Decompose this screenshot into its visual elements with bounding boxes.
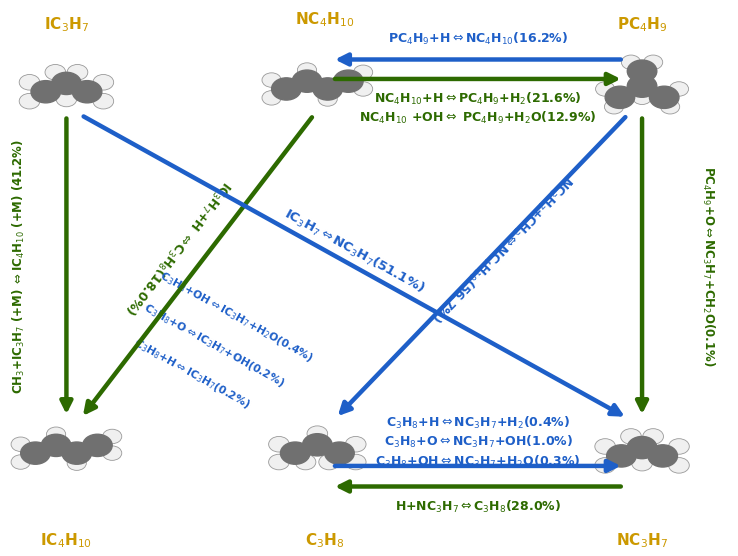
Text: IC$_3$H$_7$: IC$_3$H$_7$ — [44, 16, 89, 34]
Text: NC$_4$H$_{10}$: NC$_4$H$_{10}$ — [295, 10, 354, 29]
Circle shape — [354, 82, 373, 96]
Text: C$_3$H$_8$+H$\Leftrightarrow$IC$_3$H$_7$(0.2%): C$_3$H$_8$+H$\Leftrightarrow$IC$_3$H$_7$… — [131, 336, 252, 411]
Circle shape — [318, 92, 337, 106]
Circle shape — [319, 454, 339, 470]
Circle shape — [354, 65, 373, 80]
Circle shape — [262, 91, 281, 105]
Circle shape — [11, 437, 30, 451]
Text: NC$_3$H$_7$: NC$_3$H$_7$ — [616, 531, 668, 550]
Circle shape — [345, 436, 366, 452]
Circle shape — [605, 86, 635, 108]
Text: C$_3$H$_8$: C$_3$H$_8$ — [305, 531, 345, 550]
Circle shape — [627, 436, 657, 459]
Circle shape — [621, 429, 641, 444]
Circle shape — [334, 70, 363, 92]
Circle shape — [67, 456, 86, 470]
Circle shape — [621, 55, 641, 70]
Circle shape — [269, 454, 289, 470]
Circle shape — [11, 455, 30, 469]
Circle shape — [604, 100, 624, 114]
Circle shape — [103, 446, 122, 460]
Circle shape — [303, 434, 332, 456]
Circle shape — [596, 82, 615, 96]
Text: PC$_4$H$_9$+H$\Leftrightarrow$NC$_4$H$_{10}$(16.2%): PC$_4$H$_9$+H$\Leftrightarrow$NC$_4$H$_{… — [388, 31, 568, 47]
Circle shape — [41, 434, 71, 456]
Circle shape — [325, 442, 354, 464]
Text: CH$_3$+IC$_3$H$_7$ (+M) $\Leftrightarrow$IC$_4$H$_{10}$ (+M) (41.2%): CH$_3$+IC$_3$H$_7$ (+M) $\Leftrightarrow… — [11, 140, 27, 394]
Circle shape — [67, 64, 88, 80]
Circle shape — [272, 78, 301, 100]
Circle shape — [19, 93, 40, 109]
Circle shape — [269, 436, 289, 452]
Circle shape — [643, 429, 663, 444]
Circle shape — [313, 78, 342, 100]
Circle shape — [93, 75, 114, 90]
Circle shape — [31, 81, 61, 103]
Circle shape — [72, 81, 102, 103]
Circle shape — [644, 55, 663, 70]
Circle shape — [649, 86, 679, 108]
Text: PC$_4$H$_9$: PC$_4$H$_9$ — [617, 16, 667, 34]
Circle shape — [93, 93, 114, 109]
Circle shape — [627, 75, 657, 97]
Text: C$_3$H$_8$+O$\Leftrightarrow$IC$_3$H$_7$+OH(0.2%): C$_3$H$_8$+O$\Leftrightarrow$IC$_3$H$_7$… — [141, 301, 287, 390]
Circle shape — [595, 458, 615, 473]
Text: PC$_4$H$_9$+O$\Leftrightarrow$NC$_3$H$_7$+CH$_2$O(0.1%): PC$_4$H$_9$+O$\Leftrightarrow$NC$_3$H$_7… — [700, 166, 717, 368]
Circle shape — [19, 75, 40, 90]
Circle shape — [345, 454, 366, 470]
Circle shape — [21, 442, 50, 464]
Text: NC$_3$H$_7$+CH$_3$$\Leftrightarrow$NC$_4$H$_{10}$(56.7%): NC$_3$H$_7$+CH$_3$$\Leftrightarrow$NC$_4… — [427, 171, 576, 324]
Circle shape — [307, 426, 328, 441]
Circle shape — [46, 427, 66, 441]
Text: H+NC$_3$H$_7$$\Leftrightarrow$C$_3$H$_8$(28.0%): H+NC$_3$H$_7$$\Leftrightarrow$C$_3$H$_8$… — [396, 499, 561, 515]
Circle shape — [661, 100, 680, 114]
Circle shape — [632, 90, 652, 105]
Circle shape — [62, 442, 92, 464]
Circle shape — [292, 70, 322, 92]
Circle shape — [669, 439, 689, 454]
Circle shape — [83, 434, 112, 456]
Text: NC$_4$H$_{10}$ +OH$\Leftrightarrow$ PC$_4$H$_9$+H$_2$O(12.9%): NC$_4$H$_{10}$ +OH$\Leftrightarrow$ PC$_… — [359, 110, 597, 126]
Circle shape — [669, 82, 689, 96]
Circle shape — [627, 60, 657, 82]
Circle shape — [669, 458, 689, 473]
Text: IC$_3$H$_7$$\Leftrightarrow$NC$_3$H$_7$(51.1%): IC$_3$H$_7$$\Leftrightarrow$NC$_3$H$_7$(… — [281, 206, 427, 297]
Text: C$_3$H$_8$+OH$\Leftrightarrow$IC$_3$H$_7$+H$_2$O(0.4%): C$_3$H$_8$+OH$\Leftrightarrow$IC$_3$H$_7… — [156, 269, 316, 365]
Circle shape — [632, 455, 652, 471]
Circle shape — [103, 429, 122, 444]
Circle shape — [595, 439, 615, 454]
Circle shape — [52, 72, 81, 95]
Circle shape — [295, 454, 316, 470]
Text: IC$_3$H$_7$+H $\Leftrightarrow$C$_3$H$_8$(18.0%): IC$_3$H$_7$+H $\Leftrightarrow$C$_3$H$_8… — [120, 177, 234, 317]
Circle shape — [262, 73, 281, 87]
Circle shape — [648, 445, 677, 467]
Circle shape — [56, 91, 77, 107]
Text: NC$_4$H$_{10}$+H$\Leftrightarrow$PC$_4$H$_9$+H$_2$(21.6%): NC$_4$H$_{10}$+H$\Leftrightarrow$PC$_4$H… — [374, 91, 582, 107]
Text: C$_3$H$_8$+O$\Leftrightarrow$NC$_3$H$_7$+OH(1.0%): C$_3$H$_8$+O$\Leftrightarrow$NC$_3$H$_7$… — [384, 434, 573, 450]
Circle shape — [45, 64, 66, 80]
Text: C$_3$H$_8$+OH$\Leftrightarrow$NC$_3$H$_7$+H$_2$O(0.3%): C$_3$H$_8$+OH$\Leftrightarrow$NC$_3$H$_7… — [376, 454, 581, 469]
Circle shape — [607, 445, 636, 467]
Circle shape — [280, 442, 310, 464]
Text: C$_3$H$_8$+H$\Leftrightarrow$NC$_3$H$_7$+H$_2$(0.4%): C$_3$H$_8$+H$\Leftrightarrow$NC$_3$H$_7$… — [386, 415, 570, 430]
Circle shape — [297, 63, 317, 77]
Text: IC$_4$H$_{10}$: IC$_4$H$_{10}$ — [41, 531, 92, 550]
